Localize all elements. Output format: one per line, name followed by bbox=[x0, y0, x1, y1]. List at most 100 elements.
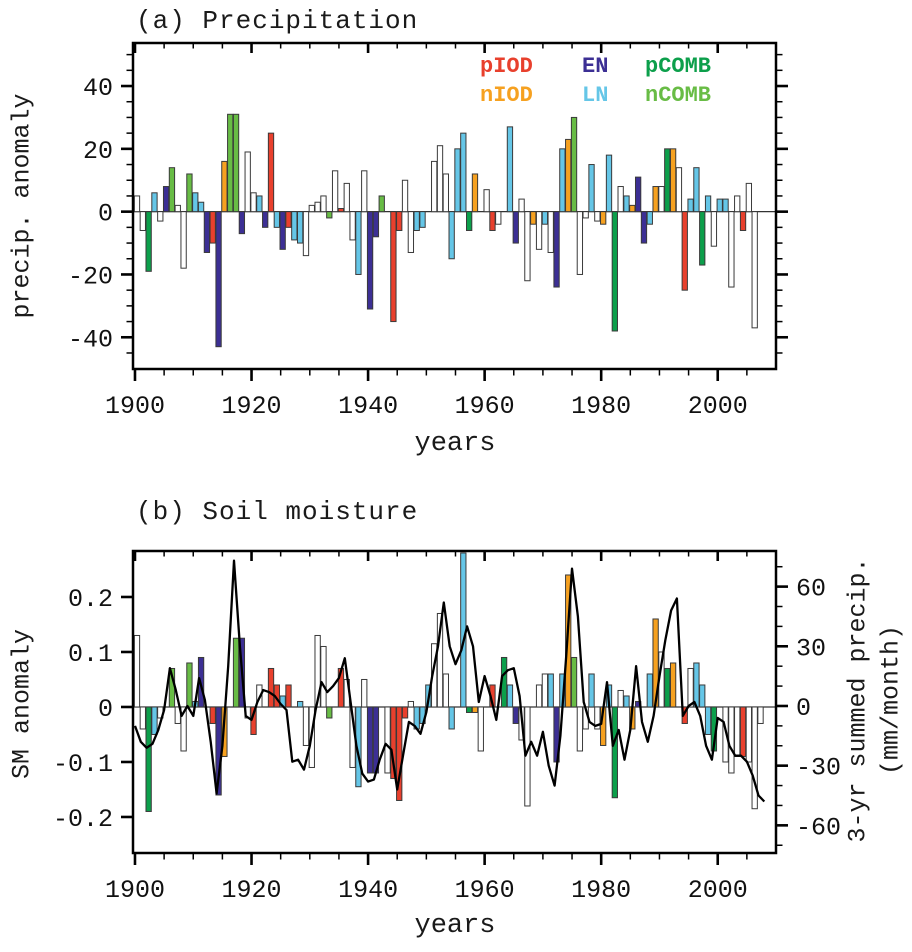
bar-1946-pIOD bbox=[401, 706, 409, 719]
bar-1926-pIOD bbox=[285, 684, 292, 708]
y-tick-label: -20 bbox=[68, 262, 113, 291]
bar-1964-LN bbox=[506, 126, 514, 213]
y-tick-label: -40 bbox=[68, 325, 113, 354]
bar-1905-EN bbox=[162, 186, 170, 213]
bar-1998-LN bbox=[704, 706, 712, 735]
bar-1954-LN bbox=[448, 211, 455, 260]
bar-1942-nCOMB bbox=[378, 195, 385, 213]
bar-2000-LN bbox=[716, 198, 723, 213]
bar-1973-LN bbox=[559, 148, 566, 213]
bar-1994-pIOD bbox=[681, 211, 688, 291]
bar-1957-pCOMB bbox=[466, 211, 473, 231]
bar-1904-none bbox=[157, 211, 164, 222]
x-tick-label: 1900 bbox=[105, 876, 165, 905]
bar-1951-none bbox=[431, 160, 438, 213]
bar-1901-none bbox=[139, 211, 146, 231]
bar-1926-pIOD bbox=[285, 211, 292, 228]
bar-1914-EN bbox=[215, 211, 222, 348]
y-tick-label: 0 bbox=[98, 200, 113, 229]
soil-moisture-chart-canvas: 1900 1920 1940 1960 1980 2000 -0.2 -0.1 0 0.1 0.2 -… bbox=[53, 549, 841, 905]
bar-1915-nIOD bbox=[221, 160, 228, 213]
bar-1940-EN bbox=[366, 211, 374, 310]
bar-1958-nIOD bbox=[471, 173, 479, 213]
bar-1997-pCOMB bbox=[699, 211, 706, 266]
bar-2006-none bbox=[751, 211, 758, 329]
plot-frame bbox=[131, 41, 778, 371]
x-tick-label: 1920 bbox=[222, 876, 282, 905]
bar-1986-EN bbox=[634, 176, 642, 213]
bar-1900-none bbox=[133, 195, 141, 213]
bar-1970-LN bbox=[541, 211, 549, 225]
bar-1982-pCOMB bbox=[611, 706, 618, 799]
bar-2005-none bbox=[745, 706, 753, 763]
bar-1902-pCOMB bbox=[145, 706, 152, 812]
panel-b-title: (b) Soil moisture bbox=[136, 497, 419, 527]
bar-1910-LN bbox=[192, 192, 199, 213]
bar-1943-none bbox=[384, 706, 391, 774]
x-tick-label: 1940 bbox=[338, 876, 398, 905]
bar-1966-none bbox=[518, 198, 525, 213]
bar-1902-pCOMB bbox=[145, 211, 152, 272]
bar-1932-none bbox=[320, 195, 327, 213]
bar-1995-none bbox=[687, 667, 694, 708]
bar-1912-EN bbox=[203, 211, 211, 253]
y-tick-label: 40 bbox=[83, 74, 113, 103]
bar-1947-none bbox=[407, 211, 415, 253]
bar-1944-pIOD bbox=[390, 211, 397, 323]
bar-1903-LN bbox=[151, 706, 158, 735]
panel-b-xlabel: years bbox=[414, 911, 496, 941]
bar-1929-none bbox=[302, 211, 310, 257]
bar-2004-pIOD bbox=[739, 706, 747, 757]
bar-1934-none bbox=[331, 170, 339, 213]
bar-1983-none bbox=[617, 186, 624, 213]
legend-item-ncomb: nCOMB bbox=[645, 83, 712, 108]
bar-1957-pCOMB bbox=[466, 706, 473, 713]
bar-1928-LN bbox=[297, 700, 304, 708]
bar-1996-LN bbox=[693, 662, 700, 708]
bar-1962-none bbox=[495, 211, 502, 225]
bar-1955-LN bbox=[454, 148, 461, 213]
bar-1922-EN bbox=[262, 211, 269, 228]
bar-1992-nIOD bbox=[669, 148, 677, 213]
bar-1990-none bbox=[658, 186, 665, 213]
legend-item-piod: pIOD bbox=[480, 54, 533, 79]
bar-1968-nIOD bbox=[530, 211, 537, 225]
x-tick-label: 1980 bbox=[571, 876, 631, 905]
bar-1970-none bbox=[541, 673, 549, 708]
bar-1967-none bbox=[524, 211, 531, 282]
bar-1975-nCOMB bbox=[570, 116, 578, 213]
bar-1937-none bbox=[349, 211, 356, 241]
bar-1947-none bbox=[407, 700, 415, 708]
bar-1977-none bbox=[582, 211, 589, 219]
bar-1946-none bbox=[401, 179, 409, 213]
legend-item-pcomb: pCOMB bbox=[645, 54, 712, 79]
bar-1992-nIOD bbox=[669, 662, 677, 708]
bar-1945-pIOD bbox=[396, 211, 403, 231]
bar-2003-none bbox=[734, 706, 741, 757]
right-tick-label: 0 bbox=[796, 694, 811, 723]
legend-item-ln: LN bbox=[582, 83, 609, 108]
bar-2001-LN bbox=[722, 198, 729, 213]
bar-1931-none bbox=[314, 634, 321, 708]
bar-1940-EN bbox=[366, 706, 374, 774]
bar-1919-none bbox=[244, 151, 251, 213]
bar-1965-EN bbox=[512, 211, 519, 244]
bar-1911-LN bbox=[197, 201, 205, 213]
bar-1908-none bbox=[180, 211, 187, 269]
x-tick-label: 1900 bbox=[105, 392, 165, 421]
panel-b-ylabel-right-line2: (mm/month) bbox=[876, 624, 906, 776]
x-tick-label: 1960 bbox=[455, 392, 515, 421]
bar-1971-none bbox=[547, 211, 554, 253]
bar-1979-none bbox=[594, 211, 601, 222]
bar-1906-nCOMB bbox=[168, 167, 176, 213]
y-tick-label: -0.1 bbox=[53, 750, 113, 779]
panel-a-xlabel: years bbox=[414, 429, 496, 459]
bar-1984-LN bbox=[623, 195, 630, 213]
bar-1991-pCOMB bbox=[664, 667, 671, 708]
bar-1913-pIOD bbox=[209, 211, 216, 244]
bar-1982-pCOMB bbox=[611, 211, 618, 332]
bar-1956-LN bbox=[460, 132, 467, 213]
bar-1939-none bbox=[361, 678, 368, 708]
bar-1945-pIOD bbox=[396, 706, 403, 801]
bar-1987-EN bbox=[640, 211, 648, 244]
